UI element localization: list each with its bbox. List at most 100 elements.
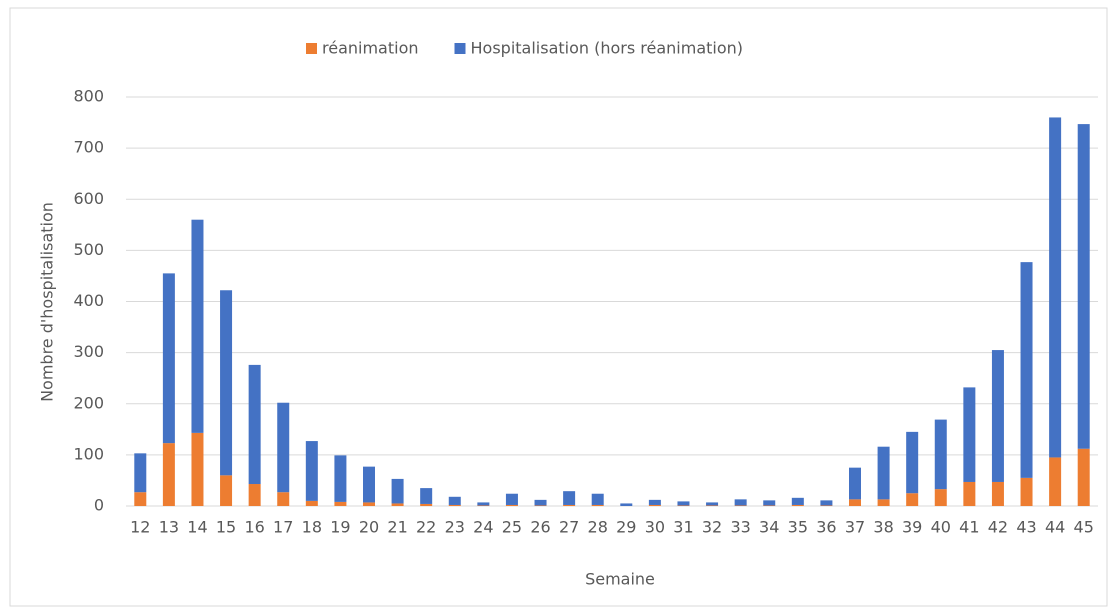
legend-label: Hospitalisation (hors réanimation): [471, 39, 744, 58]
x-tick-label: 17: [273, 518, 293, 537]
x-tick-label: 13: [159, 518, 179, 537]
legend-label: réanimation: [322, 39, 419, 58]
bar-segment: [477, 502, 490, 506]
bar-segment: [1020, 262, 1033, 478]
bar-segment: [820, 500, 833, 506]
bar-segment: [849, 499, 861, 506]
bar-segment: [477, 505, 490, 506]
bar-segment: [763, 505, 776, 506]
bar-segment: [706, 502, 719, 506]
bar-segment: [906, 431, 919, 494]
x-tick-label: 24: [473, 518, 493, 537]
bar-segment: [648, 504, 661, 506]
x-tick-label: 41: [959, 518, 979, 537]
x-axis-label: Semaine: [585, 570, 655, 589]
bar-segment: [963, 387, 976, 482]
bar-segment: [934, 419, 947, 490]
x-tick-label: 20: [359, 518, 379, 537]
x-tick-label: 14: [187, 518, 207, 537]
bar-segment: [706, 505, 719, 506]
bar-segment: [134, 453, 147, 493]
x-tick-label: 27: [559, 518, 579, 537]
y-tick-label: 400: [73, 291, 104, 310]
bar-segment: [791, 497, 804, 505]
bar-segment: [305, 500, 318, 506]
y-tick-label: 200: [73, 393, 104, 412]
bar-segment: [677, 505, 690, 506]
x-tick-label: 30: [645, 518, 665, 537]
x-tick-label: 36: [816, 518, 836, 537]
bar-segment: [763, 500, 776, 506]
bar-segment: [820, 505, 833, 506]
bar-segment: [220, 475, 233, 506]
x-tick-label: 15: [216, 518, 236, 537]
bar-segment: [1049, 457, 1062, 506]
bar-segment: [248, 484, 261, 506]
y-tick-label: 600: [73, 189, 104, 208]
x-tick-label: 23: [445, 518, 465, 537]
bar-segment: [191, 219, 204, 433]
bar-segment: [277, 492, 290, 506]
bar-segment: [563, 504, 576, 506]
x-tick-label: 45: [1074, 518, 1094, 537]
bar-segment: [877, 499, 890, 506]
bar-segment: [305, 441, 318, 501]
bar-segment: [849, 467, 861, 500]
x-tick-label: 26: [530, 518, 550, 537]
x-tick-label: 32: [702, 518, 722, 537]
x-tick-label: 12: [130, 518, 150, 537]
bar-segment: [162, 273, 175, 444]
x-tick-label: 44: [1045, 518, 1065, 537]
x-tick-label: 35: [788, 518, 808, 537]
bar-segment: [934, 489, 947, 506]
x-tick-label: 18: [302, 518, 322, 537]
bar-segment: [906, 493, 919, 506]
bar-segment: [620, 503, 633, 506]
bar-segment: [505, 493, 518, 505]
bar-segment: [391, 478, 404, 504]
bar-segment: [963, 481, 976, 506]
bar-segment: [448, 496, 461, 505]
bar-segment: [534, 499, 547, 506]
bar-segment: [563, 491, 576, 505]
bar-segment: [791, 504, 804, 506]
bar-segment: [277, 402, 290, 493]
x-tick-label: 33: [730, 518, 750, 537]
x-tick-label: 37: [845, 518, 865, 537]
bar-segment: [734, 505, 747, 506]
bar-segment: [1020, 477, 1033, 506]
bar-segment: [134, 492, 147, 506]
x-tick-label: 22: [416, 518, 436, 537]
x-tick-label: 21: [387, 518, 407, 537]
bar-segment: [334, 455, 347, 502]
y-axis-label: Nombre d'hospitalisation: [38, 202, 57, 402]
bar-segment: [448, 504, 461, 506]
x-tick-label: 39: [902, 518, 922, 537]
x-tick-label: 16: [244, 518, 264, 537]
x-tick-label: 40: [931, 518, 951, 537]
x-tick-label: 43: [1016, 518, 1036, 537]
bar-segment: [248, 364, 261, 485]
bar-segment: [991, 350, 1004, 482]
y-tick-label: 800: [73, 87, 104, 106]
bar-segment: [877, 446, 890, 500]
bar-segment: [534, 505, 547, 506]
x-tick-label: 29: [616, 518, 636, 537]
bar-segment: [991, 481, 1004, 506]
x-tick-label: 25: [502, 518, 522, 537]
y-tick-label: 700: [73, 138, 104, 157]
bar-segment: [1077, 448, 1090, 506]
bar-segment: [391, 503, 404, 506]
bar-segment: [363, 466, 375, 503]
bar-segment: [505, 504, 518, 506]
y-tick-label: 500: [73, 240, 104, 259]
y-tick-label: 0: [94, 496, 104, 515]
bar-segment: [1077, 124, 1090, 449]
bar-segment: [162, 443, 175, 506]
bar-segment: [648, 499, 661, 505]
bar-segment: [363, 502, 375, 506]
legend-swatch: [306, 43, 317, 54]
y-tick-label: 100: [73, 444, 104, 463]
